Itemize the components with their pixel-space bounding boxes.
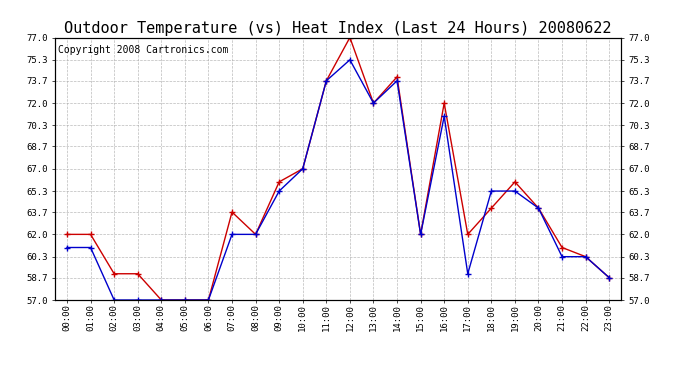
Text: Copyright 2008 Cartronics.com: Copyright 2008 Cartronics.com — [58, 45, 228, 56]
Title: Outdoor Temperature (vs) Heat Index (Last 24 Hours) 20080622: Outdoor Temperature (vs) Heat Index (Las… — [64, 21, 612, 36]
